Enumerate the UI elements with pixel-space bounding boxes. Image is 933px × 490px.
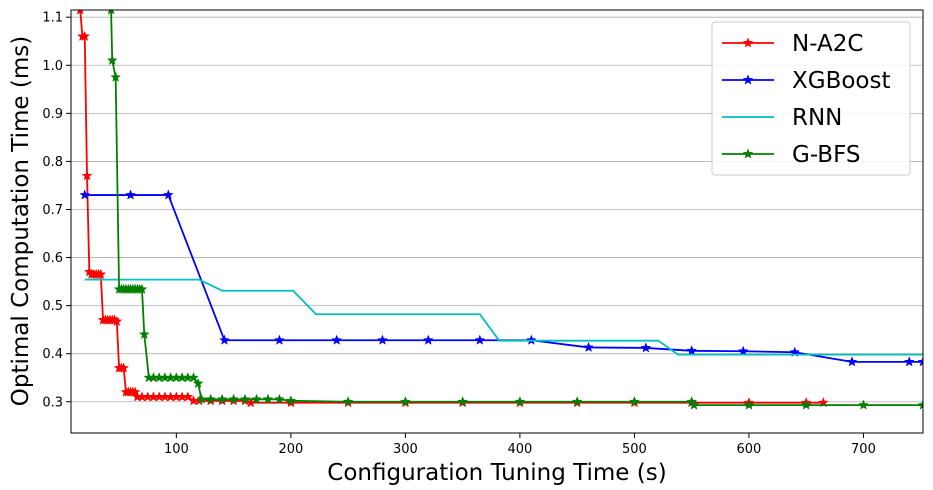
data-point: [79, 189, 91, 200]
x-tick-label: 400: [507, 442, 532, 457]
data-point: [219, 334, 230, 345]
data-point: [111, 315, 123, 327]
data-point: [399, 396, 411, 407]
data-point: [331, 334, 343, 345]
y-tick-label: 0.8: [42, 155, 63, 170]
x-tick-label: 100: [164, 442, 189, 457]
data-point: [125, 189, 136, 200]
data-point: [273, 334, 285, 345]
data-point: [188, 372, 199, 383]
data-point: [917, 356, 923, 367]
series-xgboost: [79, 189, 923, 367]
x-tick-label: 600: [737, 442, 762, 457]
data-point: [640, 342, 652, 353]
data-point: [903, 356, 915, 367]
data-point: [106, 54, 118, 66]
data-point: [571, 396, 583, 407]
legend-box: [711, 21, 911, 176]
legend-label: XGBoost: [792, 68, 891, 94]
data-point: [917, 399, 923, 410]
legend-label: G-BFS: [792, 142, 861, 168]
data-point: [251, 393, 262, 404]
legend-item: N-A2C: [722, 31, 863, 57]
data-point: [474, 334, 486, 345]
series-group: [76, 10, 923, 410]
data-point: [273, 393, 285, 404]
series-rnn: [84, 278, 923, 356]
data-point: [285, 395, 297, 406]
series-g-bfs: [106, 10, 923, 410]
data-point: [422, 334, 434, 345]
data-point: [81, 170, 93, 181]
data-point: [228, 393, 240, 404]
y-tick-label: 0.7: [42, 203, 63, 218]
x-ticks: 100 200 300 400 500 600 700: [164, 433, 876, 457]
data-point: [162, 189, 174, 200]
data-point: [182, 391, 194, 402]
series-line: [84, 278, 923, 356]
y-tick-label: 0.4: [42, 347, 63, 362]
legend-marker: [742, 148, 754, 159]
legend-marker: [742, 74, 754, 85]
plot-frame: [70, 9, 924, 434]
data-point: [743, 399, 755, 410]
y-tick-label: 0.9: [42, 107, 63, 122]
x-tick-label: 700: [851, 442, 876, 457]
x-tick-label: 500: [622, 442, 647, 457]
data-point: [262, 393, 274, 404]
legend-label: RNN: [792, 105, 842, 131]
data-point: [583, 341, 595, 353]
data-point: [196, 393, 207, 404]
data-point: [628, 396, 640, 407]
data-point: [686, 345, 698, 356]
grid-lines: [71, 16, 923, 403]
data-point: [858, 399, 869, 410]
legend-label: N-A2C: [792, 31, 863, 57]
data-point: [800, 399, 812, 410]
x-tick-label: 200: [278, 442, 303, 457]
data-point: [205, 393, 217, 404]
data-point: [192, 377, 204, 389]
data-point: [129, 386, 141, 397]
data-point: [688, 399, 700, 410]
legend-item: XGBoost: [722, 68, 891, 94]
legend-marker: [742, 37, 754, 48]
y-tick-label: 0.5: [42, 299, 63, 314]
data-point: [216, 393, 228, 404]
y-tick-label: 1.0: [42, 59, 63, 74]
data-point: [110, 71, 122, 82]
y-ticks: 0.3 0.4 0.5 0.6 0.7 0.8 0.9 1.0 1.1: [42, 11, 71, 410]
x-axis-label: Configuration Tuning Time (s): [327, 460, 666, 486]
y-axis-label: Optimal Computation Time (ms): [8, 36, 34, 406]
data-point: [514, 396, 526, 407]
data-point: [136, 283, 148, 294]
legend: N-A2C XGBoost RNN G-BFS: [711, 21, 911, 176]
data-point: [76, 10, 84, 15]
y-tick-label: 0.3: [42, 395, 63, 410]
data-point: [79, 30, 91, 42]
data-point: [239, 393, 251, 404]
data-point: [525, 334, 537, 345]
data-point: [138, 328, 150, 340]
legend-item: G-BFS: [722, 142, 861, 168]
series-line: [84, 194, 923, 363]
data-point: [846, 356, 858, 367]
y-tick-label: 0.6: [42, 251, 63, 266]
x-tick-label: 300: [393, 442, 418, 457]
data-point: [342, 396, 354, 407]
data-point: [107, 10, 115, 15]
data-point: [737, 345, 749, 356]
y-tick-label: 1.1: [42, 11, 63, 26]
data-point: [457, 396, 469, 407]
data-point: [118, 362, 130, 373]
data-point: [95, 268, 107, 279]
data-point: [377, 334, 388, 345]
legend-item: RNN: [722, 105, 842, 131]
